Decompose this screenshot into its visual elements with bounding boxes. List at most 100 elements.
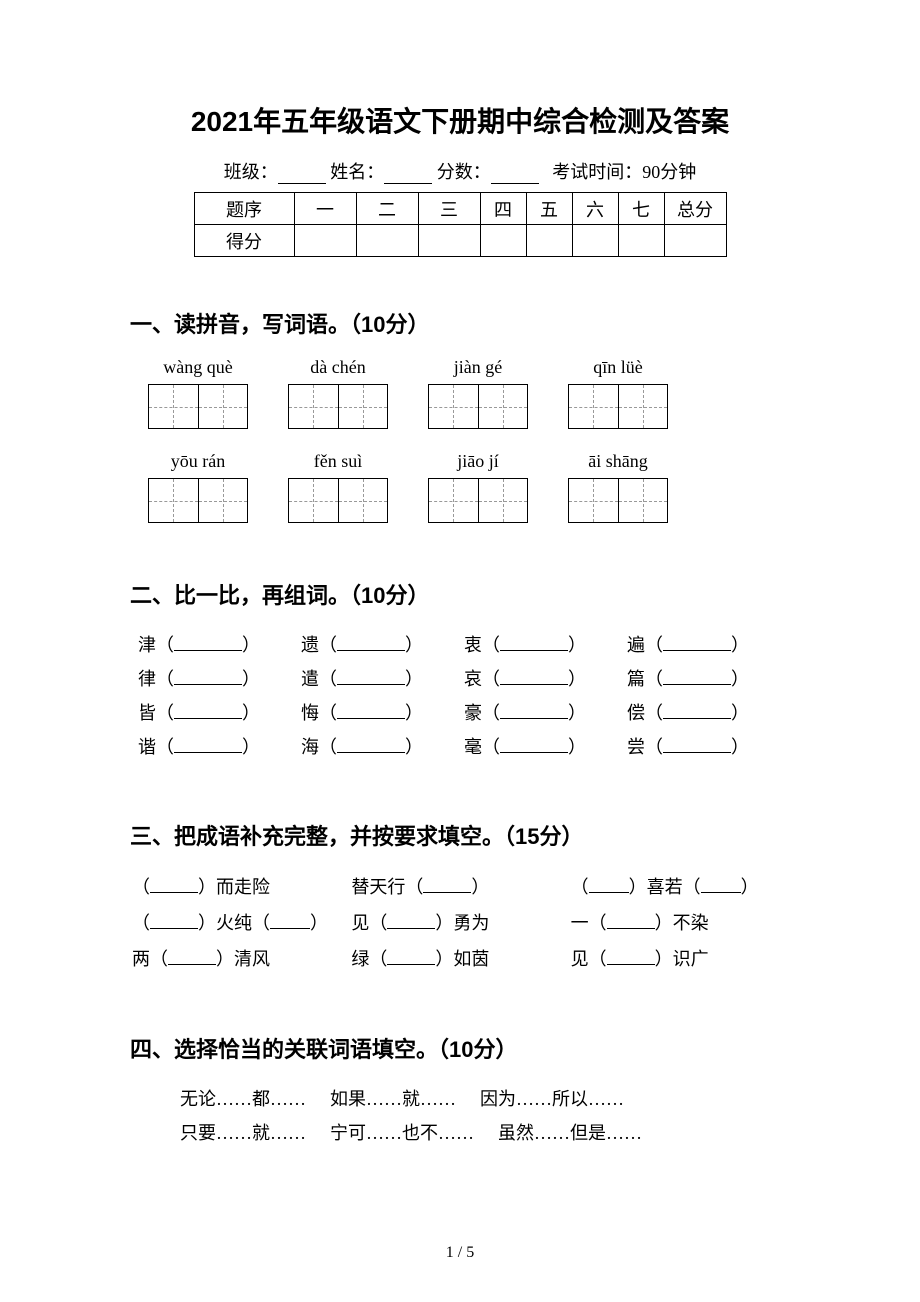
class-label: 班级： bbox=[224, 162, 278, 182]
boxes-row-2 bbox=[148, 478, 790, 523]
score-col: 三 bbox=[418, 193, 480, 225]
idiom: （）而走险 bbox=[132, 869, 351, 905]
blank[interactable] bbox=[500, 669, 568, 685]
score-cell[interactable] bbox=[356, 225, 418, 257]
blank[interactable] bbox=[174, 703, 242, 719]
conjunction: 只要……就…… bbox=[180, 1116, 306, 1150]
char-box[interactable] bbox=[148, 478, 248, 523]
score-cell[interactable] bbox=[294, 225, 356, 257]
section-4-heading: 四、选择恰当的关联词语填空。（10分） bbox=[130, 1032, 790, 1064]
blank[interactable] bbox=[663, 635, 731, 651]
idiom: （）火纯（） bbox=[132, 905, 351, 941]
blank[interactable] bbox=[174, 669, 242, 685]
conjunction: 如果……就…… bbox=[330, 1082, 456, 1116]
blank[interactable] bbox=[174, 737, 242, 753]
compare-item: 悔（） bbox=[301, 696, 464, 730]
conjunction: 无论……都…… bbox=[180, 1082, 306, 1116]
row-header-2: 得分 bbox=[194, 225, 294, 257]
idiom: 见（）识广 bbox=[571, 941, 790, 977]
pinyin: dà chén bbox=[288, 357, 388, 378]
compare-item: 津（） bbox=[138, 628, 301, 662]
char-box[interactable] bbox=[428, 478, 528, 523]
blank[interactable] bbox=[150, 913, 198, 929]
blank[interactable] bbox=[663, 703, 731, 719]
compare-item: 遗（） bbox=[301, 628, 464, 662]
char-box[interactable] bbox=[288, 478, 388, 523]
score-col: 七 bbox=[618, 193, 664, 225]
pinyin: fěn suì bbox=[288, 451, 388, 472]
blank[interactable] bbox=[337, 703, 405, 719]
score-col: 二 bbox=[356, 193, 418, 225]
score-col: 一 bbox=[294, 193, 356, 225]
compare-item: 谐（） bbox=[138, 730, 301, 764]
idiom: 见（）勇为 bbox=[351, 905, 570, 941]
idiom: 绿（）如茵 bbox=[351, 941, 570, 977]
blank[interactable] bbox=[174, 635, 242, 651]
compare-item: 尝（） bbox=[627, 730, 790, 764]
section-4: 四、选择恰当的关联词语填空。（10分） 无论……都…… 如果……就…… 因为……… bbox=[130, 1032, 790, 1150]
page-title: 2021年五年级语文下册期中综合检测及答案 bbox=[130, 100, 790, 140]
score-col: 六 bbox=[572, 193, 618, 225]
score-blank[interactable] bbox=[491, 166, 539, 184]
score-cell[interactable] bbox=[418, 225, 480, 257]
blank[interactable] bbox=[701, 877, 741, 893]
blank[interactable] bbox=[337, 669, 405, 685]
pinyin: wàng què bbox=[148, 357, 248, 378]
blank[interactable] bbox=[150, 877, 198, 893]
pinyin: āi shāng bbox=[568, 451, 668, 472]
time-label: 考试时间：90分钟 bbox=[552, 162, 696, 182]
blank[interactable] bbox=[423, 877, 471, 893]
compare-item: 皆（） bbox=[138, 696, 301, 730]
blank[interactable] bbox=[168, 949, 216, 965]
char-box[interactable] bbox=[568, 384, 668, 429]
pinyin: jiàn gé bbox=[428, 357, 528, 378]
compare-item: 海（） bbox=[301, 730, 464, 764]
blank[interactable] bbox=[387, 913, 435, 929]
score-cell[interactable] bbox=[526, 225, 572, 257]
idiom: 两（）清风 bbox=[132, 941, 351, 977]
blank[interactable] bbox=[500, 635, 568, 651]
blank[interactable] bbox=[337, 737, 405, 753]
blank[interactable] bbox=[500, 703, 568, 719]
blank[interactable] bbox=[337, 635, 405, 651]
section-1-heading: 一、读拼音，写词语。（10分） bbox=[130, 307, 790, 339]
score-col: 总分 bbox=[664, 193, 726, 225]
blank[interactable] bbox=[663, 737, 731, 753]
char-box[interactable] bbox=[428, 384, 528, 429]
compare-item: 偿（） bbox=[627, 696, 790, 730]
conjunction: 宁可……也不…… bbox=[330, 1116, 474, 1150]
score-cell[interactable] bbox=[664, 225, 726, 257]
conjunction: 虽然……但是…… bbox=[498, 1116, 642, 1150]
blank[interactable] bbox=[589, 877, 629, 893]
score-cell[interactable] bbox=[572, 225, 618, 257]
compare-item: 遍（） bbox=[627, 628, 790, 662]
score-col: 五 bbox=[526, 193, 572, 225]
pinyin: yōu rán bbox=[148, 451, 248, 472]
score-cell[interactable] bbox=[618, 225, 664, 257]
blank[interactable] bbox=[500, 737, 568, 753]
section-2-heading: 二、比一比，再组词。（10分） bbox=[130, 578, 790, 610]
compare-item: 律（） bbox=[138, 662, 301, 696]
blank[interactable] bbox=[607, 949, 655, 965]
compare-grid: 津（） 遗（） 衷（） 遍（） 律（） 遣（） 哀（） 篇（） 皆（） 悔（） … bbox=[138, 628, 790, 764]
score-table: 题序 一 二 三 四 五 六 七 总分 得分 bbox=[194, 192, 727, 257]
char-box[interactable] bbox=[568, 478, 668, 523]
score-col: 四 bbox=[480, 193, 526, 225]
pinyin-row-1: wàng què dà chén jiàn gé qīn lüè bbox=[148, 357, 790, 378]
class-blank[interactable] bbox=[278, 166, 326, 184]
char-box[interactable] bbox=[288, 384, 388, 429]
blank[interactable] bbox=[607, 913, 655, 929]
blank[interactable] bbox=[663, 669, 731, 685]
compare-item: 哀（） bbox=[464, 662, 627, 696]
idiom: 替天行（） bbox=[351, 869, 570, 905]
compare-item: 豪（） bbox=[464, 696, 627, 730]
pinyin: jiāo jí bbox=[428, 451, 528, 472]
score-cell[interactable] bbox=[480, 225, 526, 257]
score-label: 分数： bbox=[437, 162, 491, 182]
blank[interactable] bbox=[387, 949, 435, 965]
idiom: （）喜若（） bbox=[571, 869, 790, 905]
name-blank[interactable] bbox=[384, 166, 432, 184]
boxes-row-1 bbox=[148, 384, 790, 429]
char-box[interactable] bbox=[148, 384, 248, 429]
blank[interactable] bbox=[270, 913, 310, 929]
